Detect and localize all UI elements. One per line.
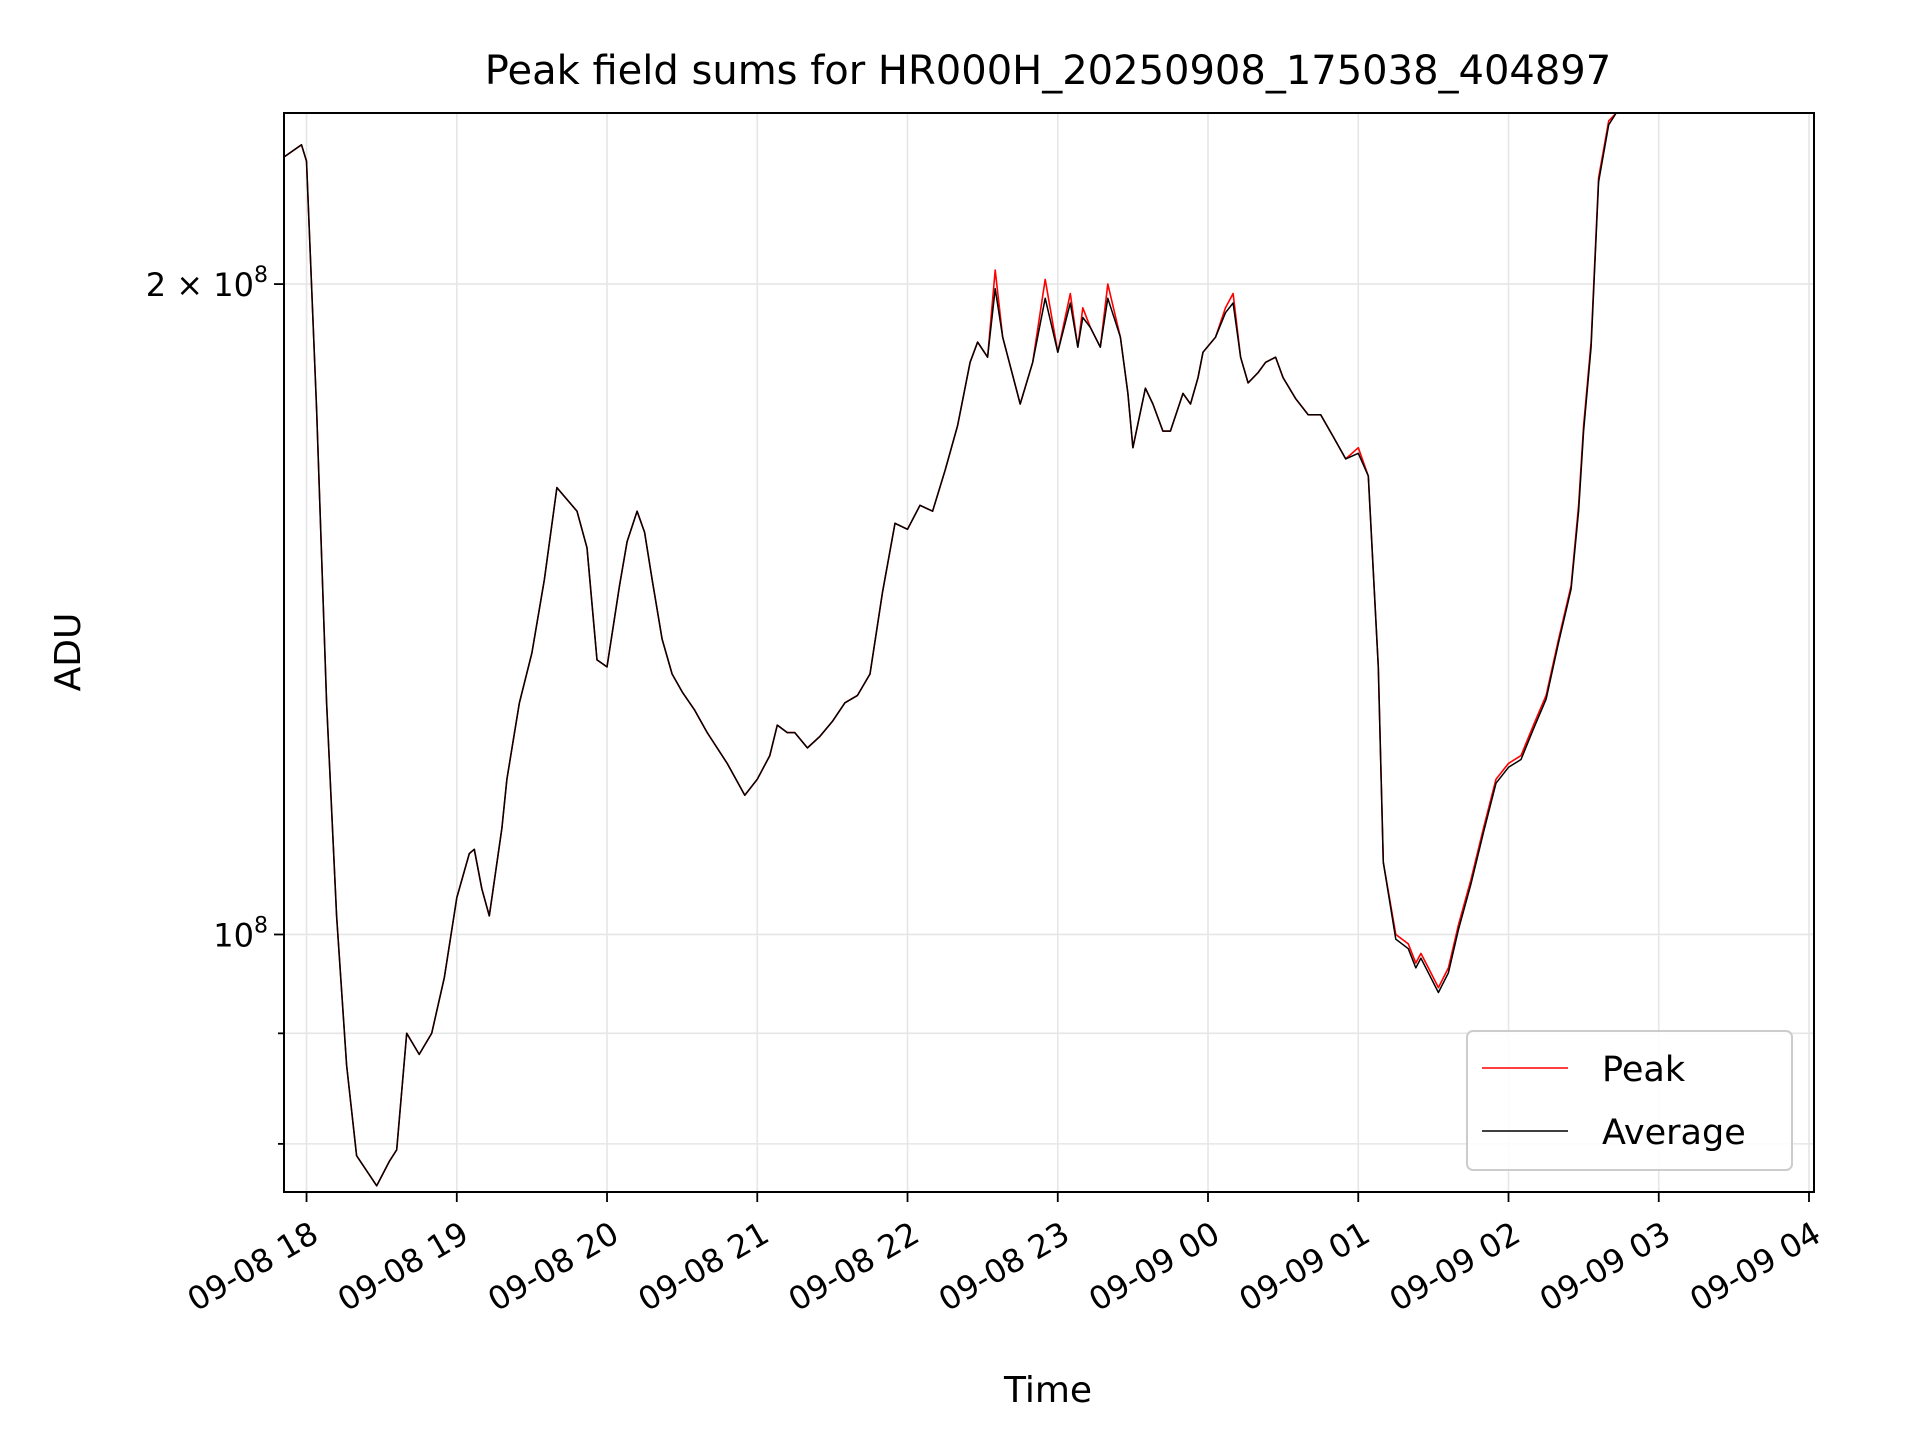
plot-frame: [283, 112, 1815, 1193]
y-tick-label: 108: [213, 913, 268, 954]
x-tick-label: 09-09 03: [1533, 1214, 1677, 1319]
x-tick-label: 09-09 01: [1233, 1214, 1377, 1319]
x-tick-label: 09-08 18: [181, 1214, 325, 1319]
x-tick-label: 09-08 22: [782, 1214, 926, 1319]
x-tick-label: 09-09 02: [1383, 1214, 1527, 1319]
legend-average-label: Average: [1602, 1113, 1746, 1153]
x-tick-label: 09-08 20: [481, 1214, 625, 1319]
x-tick-label: 09-09 04: [1683, 1214, 1827, 1319]
plot-area: [283, 112, 1617, 1187]
legend-peak-label: Peak: [1602, 1050, 1686, 1090]
legend: Peak Average: [1466, 1030, 1793, 1171]
average-series-line: [283, 112, 1617, 1187]
x-tick-label: 09-08 23: [932, 1214, 1076, 1319]
x-tick-label: 09-09 00: [1082, 1214, 1226, 1319]
chart-title: Peak field sums for HR000H_20250908_1750…: [485, 48, 1611, 94]
y-axis-label: ADU: [48, 613, 89, 692]
x-axis: 09-08 18 09-08 19 09-08 20 09-08 21 09-08 22…: [181, 1192, 1827, 1319]
legend-box: [1466, 1030, 1793, 1171]
y-axis: 108 2 × 108: [146, 263, 284, 1145]
y-tick-label: 2 × 108: [146, 263, 268, 304]
x-tick-label: 09-08 21: [632, 1214, 776, 1319]
peak-series-line: [283, 112, 1617, 1187]
x-tick-label: 09-08 19: [331, 1214, 475, 1319]
x-axis-label: Time: [1003, 1370, 1092, 1411]
